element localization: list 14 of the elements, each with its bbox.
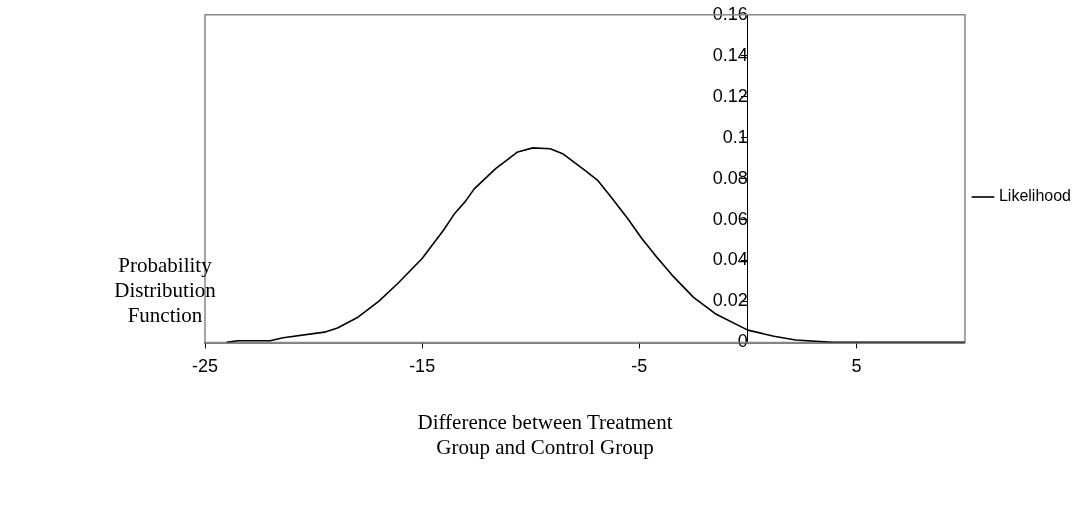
y-tick-label: 0.1 bbox=[722, 126, 748, 147]
x-tick-label: -25 bbox=[191, 356, 219, 377]
x-tick-label: 5 bbox=[851, 356, 862, 377]
x-tick-label: -15 bbox=[409, 356, 436, 377]
y-tick-label: 0.04 bbox=[712, 249, 748, 270]
x-tick-label: -5 bbox=[631, 356, 648, 377]
y-tick-label: 0.06 bbox=[712, 208, 748, 229]
y-tick-label: 0.12 bbox=[712, 85, 748, 106]
x-axis-title: Difference between Treatment Group and Control Group bbox=[416, 410, 674, 460]
y-tick-label: 0.08 bbox=[712, 167, 748, 188]
y-axis-title: Probability Distribution Function bbox=[113, 253, 217, 328]
y-tick-label: 0.02 bbox=[712, 290, 748, 311]
y-tick-label: 0.14 bbox=[712, 44, 748, 65]
legend-label: Likelihood bbox=[998, 187, 1072, 205]
